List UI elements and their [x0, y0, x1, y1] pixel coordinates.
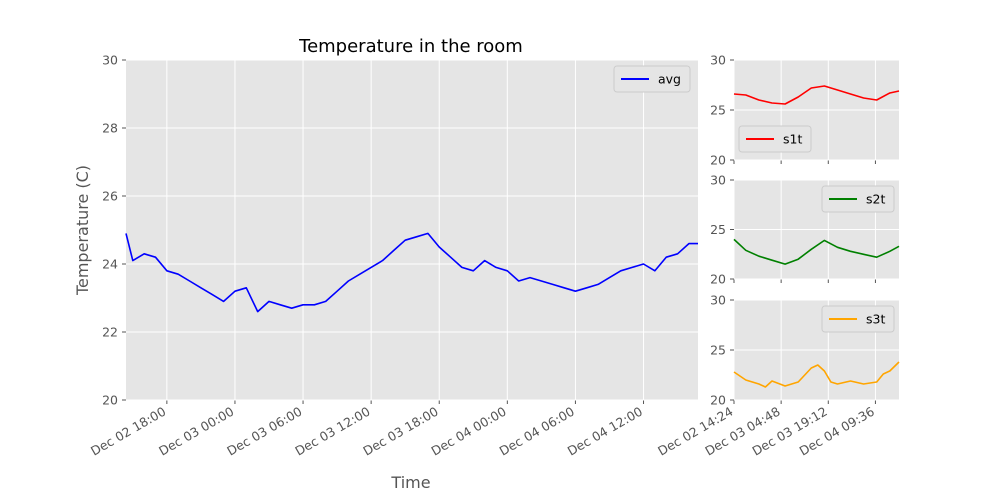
legend-box — [738, 125, 812, 153]
series-line-avg — [125, 232, 698, 313]
chart-title: Temperature in the room — [298, 36, 523, 57]
legend-box — [821, 305, 895, 333]
x-tick-label: Dec 03 06:00 — [224, 404, 304, 459]
y-tick-label: 20 — [710, 272, 726, 287]
legend-label: s1t — [783, 132, 802, 147]
y-tick-label: 20 — [710, 393, 726, 408]
plot-area-0 — [126, 60, 698, 400]
y-tick-label: 22 — [102, 325, 118, 340]
y-tick-label: 26 — [102, 189, 118, 204]
legend-label: s3t — [866, 312, 885, 327]
legend-box — [613, 65, 691, 93]
y-tick-label: 24 — [102, 257, 118, 272]
x-tick-label: Dec 02 18:00 — [88, 404, 168, 459]
y-tick-label: 30 — [710, 173, 726, 188]
y-tick-label: 28 — [102, 121, 118, 136]
x-tick-label: Dec 03 12:00 — [292, 404, 372, 459]
y-tick-label: 25 — [710, 103, 726, 118]
x-tick-label: Dec 04 00:00 — [429, 404, 509, 459]
x-tick-label: Dec 04 06:00 — [497, 404, 577, 459]
y-axis-label: Temperature (C) — [73, 165, 92, 296]
x-tick-label: Dec 04 12:00 — [565, 404, 645, 459]
y-tick-label: 20 — [710, 153, 726, 168]
x-axis-label: Time — [390, 473, 430, 492]
series-line-s3t — [733, 361, 900, 388]
legend-label: avg — [658, 72, 681, 87]
y-tick-label: 20 — [102, 393, 118, 408]
x-tick-label: Dec 03 00:00 — [156, 404, 236, 459]
x-tick-label: Dec 03 18:00 — [360, 404, 440, 459]
legend-box — [821, 185, 895, 213]
legend-label: s2t — [866, 192, 885, 207]
y-tick-label: 30 — [102, 53, 118, 68]
series-line-s1t — [733, 85, 900, 105]
series-line-s2t — [733, 238, 900, 265]
y-tick-label: 30 — [710, 53, 726, 68]
y-tick-label: 30 — [710, 293, 726, 308]
y-tick-label: 25 — [710, 343, 726, 358]
y-tick-label: 25 — [710, 222, 726, 237]
